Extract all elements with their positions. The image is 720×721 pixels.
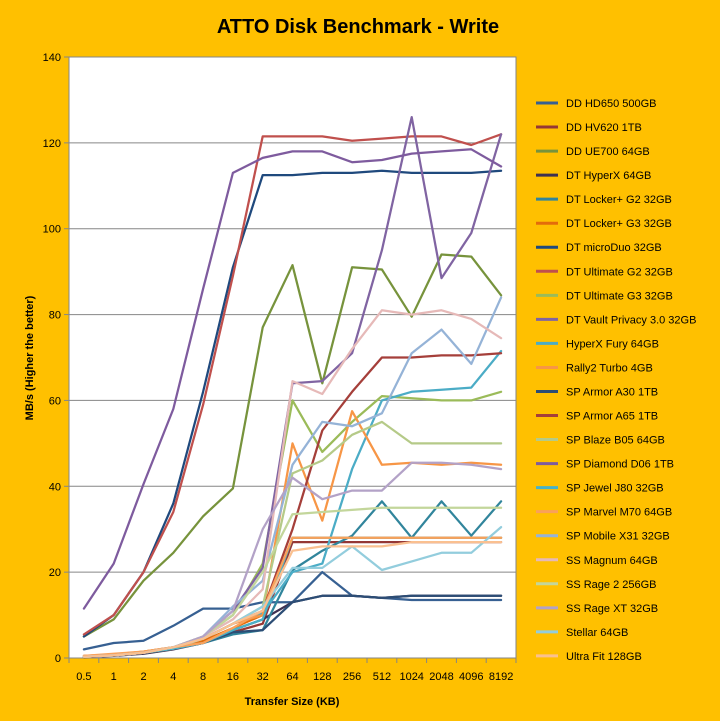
legend-label: DT Ultimate G3 32GB xyxy=(566,290,673,302)
legend-label: DT HyperX 64GB xyxy=(566,170,651,182)
legend-label: SP Blaze B05 64GB xyxy=(566,435,665,447)
x-tick-label: 1 xyxy=(111,671,117,683)
y-axis-title: MB/s (Higher the better) xyxy=(24,295,36,420)
legend-label: SP Mobile X31 32GB xyxy=(566,531,670,543)
x-tick-label: 256 xyxy=(343,671,361,683)
legend-label: SP Armor A65 1TB xyxy=(566,411,658,423)
x-axis-title: Transfer Size (KB) xyxy=(245,696,340,708)
x-tick-label: 512 xyxy=(373,671,391,683)
x-tick-label: 64 xyxy=(286,671,298,683)
legend-label: HyperX Fury 64GB xyxy=(566,338,659,350)
legend-label: SS Magnum 64GB xyxy=(566,555,658,567)
x-tick-label: 2 xyxy=(140,671,146,683)
x-tick-label: 4096 xyxy=(459,671,483,683)
x-tick-label: 4 xyxy=(170,671,176,683)
y-tick-label: 80 xyxy=(49,310,61,322)
legend-label: DT Locker+ G2 32GB xyxy=(566,194,672,206)
axes: 0 20 40 60 80 100 120 140 0.5 1 2 4 8 16 32 64 128 256 512… xyxy=(43,52,517,683)
legend-label: Stellar 64GB xyxy=(566,627,628,639)
series-line-3 xyxy=(82,253,503,638)
y-tick-label: 0 xyxy=(55,653,61,665)
series-line-16 xyxy=(82,148,503,610)
plot-area xyxy=(68,56,517,659)
x-tick-label: 16 xyxy=(227,671,239,683)
y-tick-label: 60 xyxy=(49,395,61,407)
legend-label: DT Vault Privacy 3.0 32GB xyxy=(566,314,696,326)
chart-title: ATTO Disk Benchmark - Write xyxy=(217,16,499,38)
series-line-7 xyxy=(82,169,503,638)
series-line-24 xyxy=(82,540,503,658)
legend-label: DT microDuo 32GB xyxy=(566,242,662,254)
x-tick-label: 0.5 xyxy=(76,671,91,683)
y-tick-label: 120 xyxy=(43,138,61,150)
legend-label: DT Ultimate G2 32GB xyxy=(566,266,673,278)
legend-label: SP Jewel J80 32GB xyxy=(566,483,664,495)
y-tick-label: 20 xyxy=(49,567,61,579)
legend-label: SP Armor A30 1TB xyxy=(566,386,658,398)
legend-label: DD HV620 1TB xyxy=(566,122,642,134)
legend-label: SS Rage XT 32GB xyxy=(566,603,658,615)
x-tick-label: 8 xyxy=(200,671,206,683)
legend: DD HD650 500GB DD HV620 1TB DD UE700 64GB D… xyxy=(536,98,696,663)
y-tick-label: 100 xyxy=(43,224,61,236)
legend-label: SP Marvel M70 64GB xyxy=(566,507,672,519)
series-line-8 xyxy=(82,133,503,636)
x-tick-label: 8192 xyxy=(489,671,513,683)
x-tick-label: 2048 xyxy=(429,671,453,683)
legend-label: Ultra Fit 128GB xyxy=(566,651,642,663)
y-tick-label: 140 xyxy=(43,52,61,64)
legend-label: Rally2 Turbo 4GB xyxy=(566,362,653,374)
legend-label: DD UE700 64GB xyxy=(566,146,650,158)
x-tick-label: 128 xyxy=(313,671,331,683)
x-tick-label: 32 xyxy=(257,671,269,683)
y-tick-label: 40 xyxy=(49,481,61,493)
x-tick-label: 1024 xyxy=(399,671,423,683)
legend-label: DD HD650 500GB xyxy=(566,98,657,110)
legend-label: DT Locker+ G3 32GB xyxy=(566,218,672,230)
legend-label: SP Diamond D06 1TB xyxy=(566,459,674,471)
series-lines xyxy=(82,115,503,659)
legend-label: SS Rage 2 256GB xyxy=(566,579,657,591)
